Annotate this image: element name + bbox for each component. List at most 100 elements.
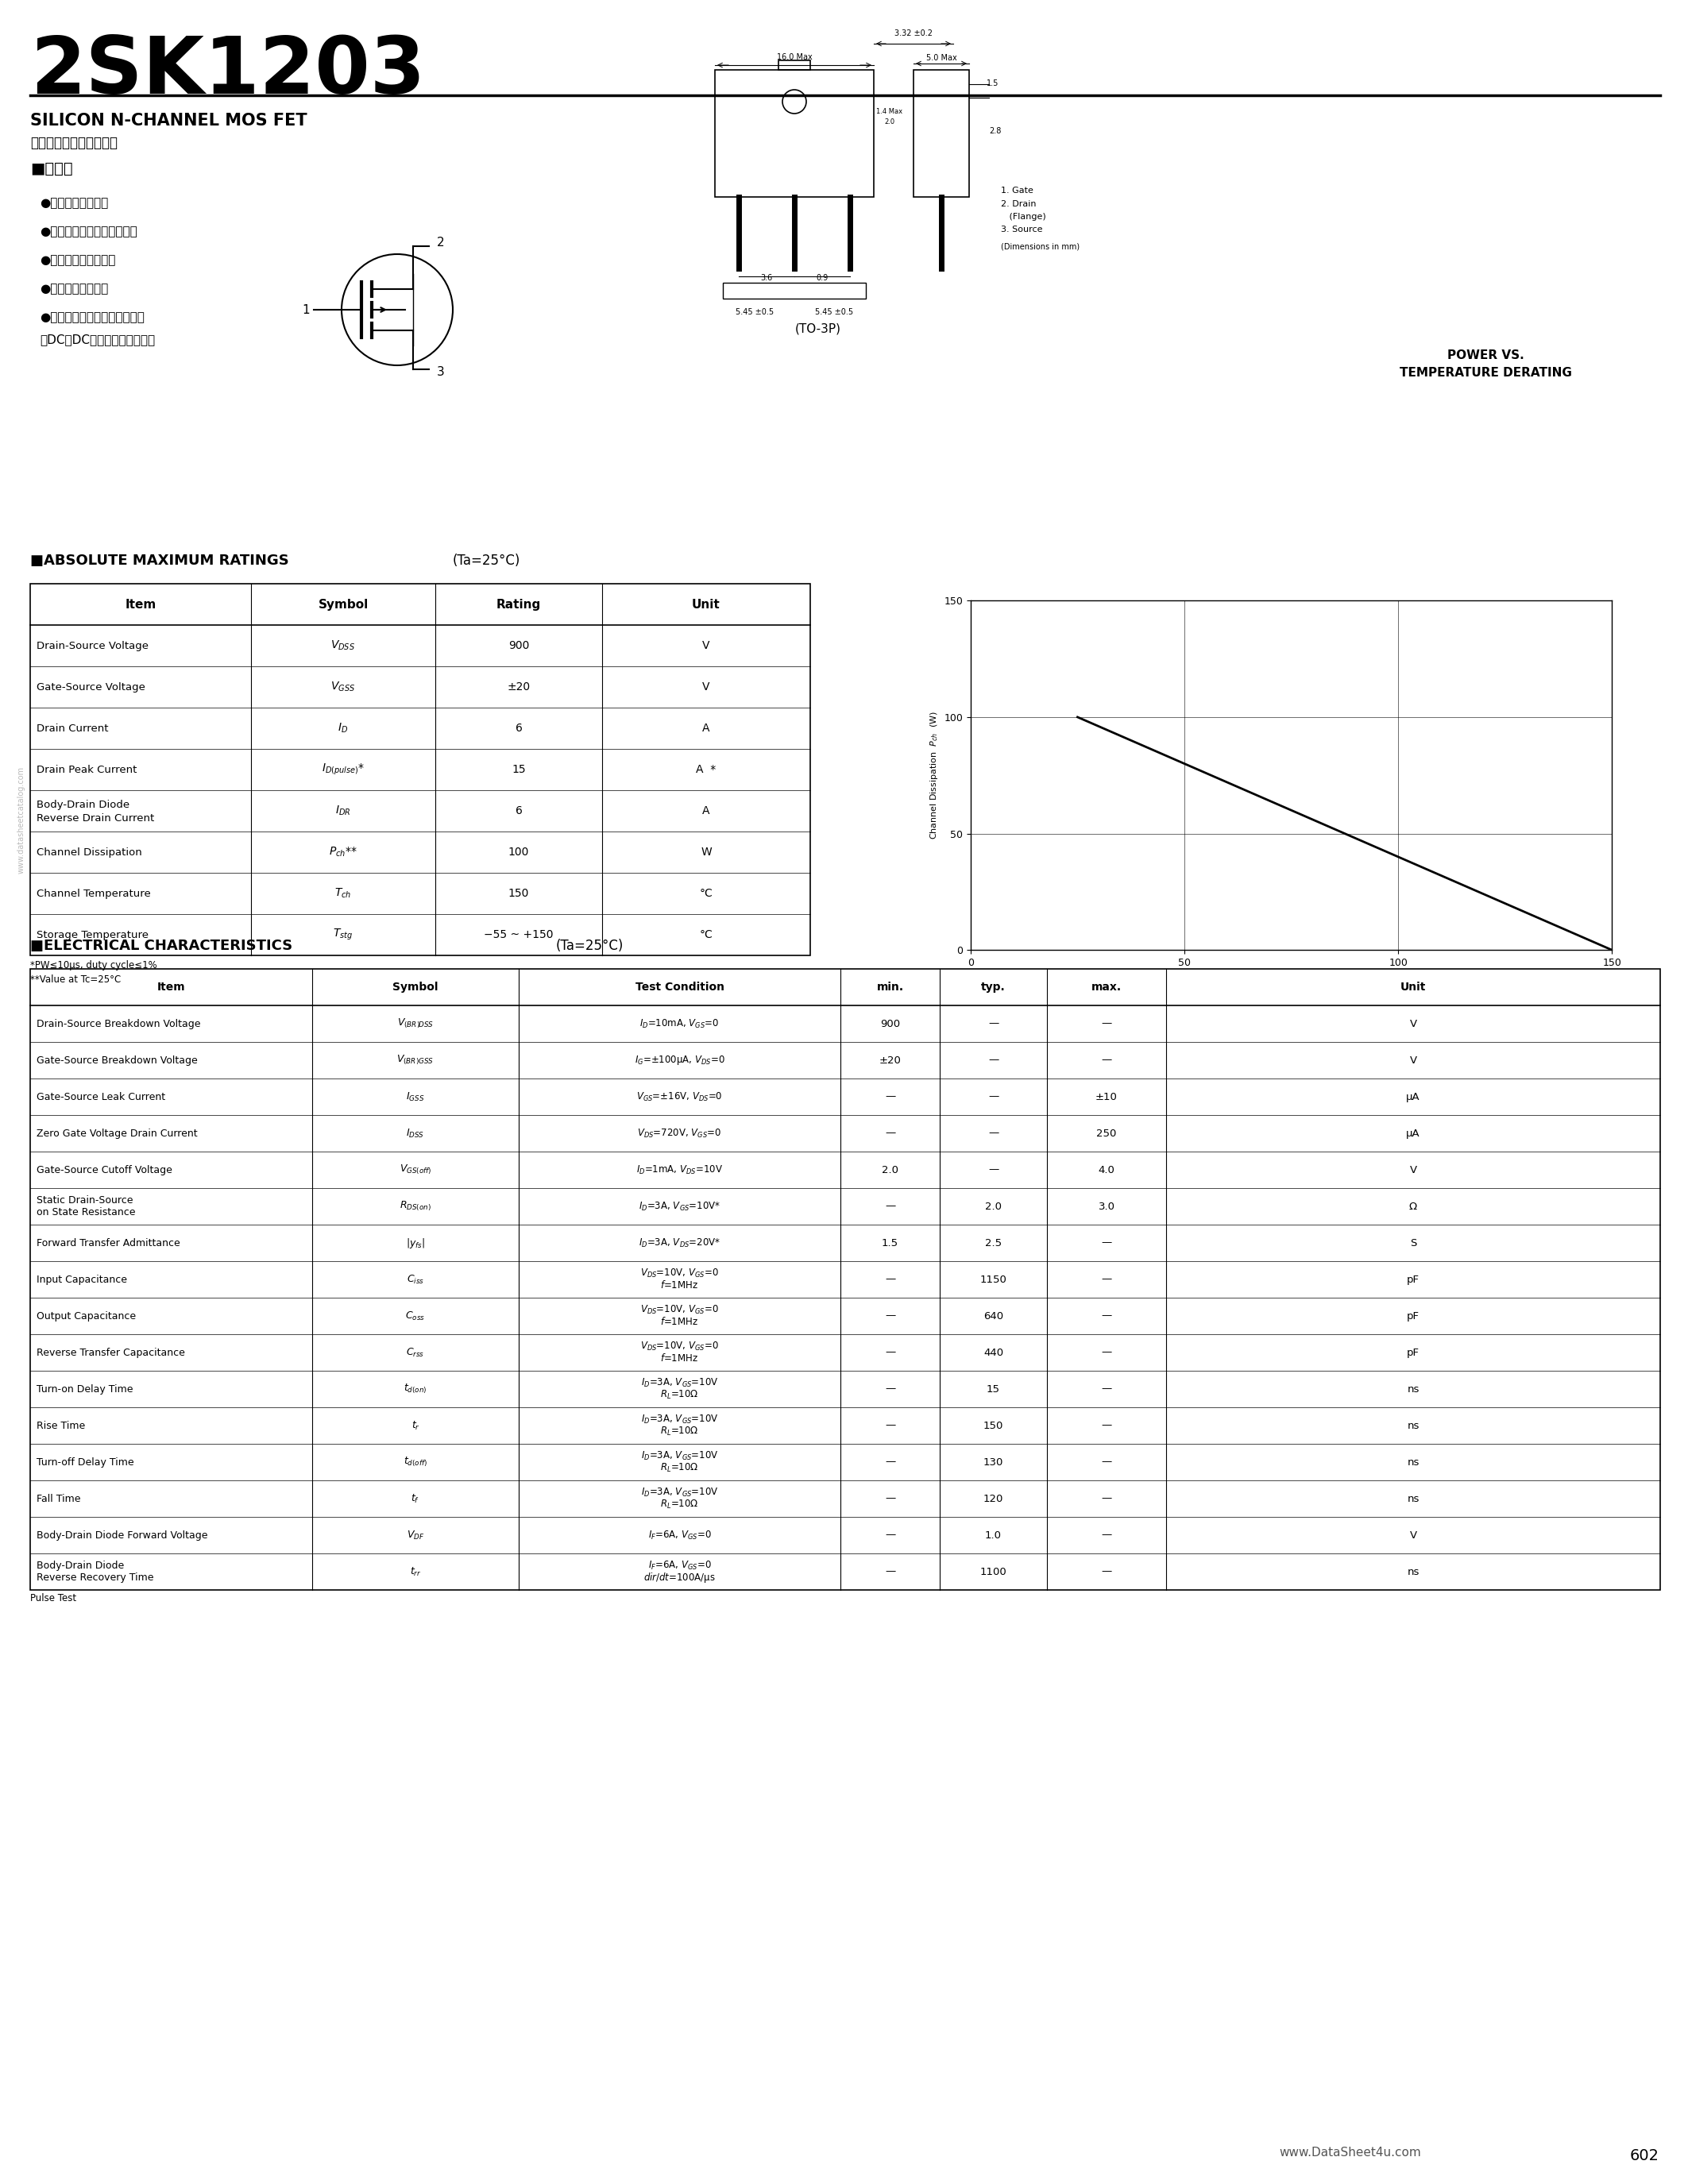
Text: ±20: ±20	[506, 681, 530, 692]
Text: $I_D$=10mA, $V_{GS}$=0: $I_D$=10mA, $V_{GS}$=0	[640, 1018, 719, 1029]
Text: 2SK1203: 2SK1203	[30, 33, 425, 109]
Text: A: A	[702, 806, 711, 817]
Bar	[913, 70, 969, 197]
Text: Reverse Drain Current: Reverse Drain Current	[37, 812, 154, 823]
Text: $I_G$=±100μA, $V_{DS}$=0: $I_G$=±100μA, $V_{DS}$=0	[635, 1055, 724, 1066]
Text: 2.0: 2.0	[885, 118, 895, 124]
Text: $V_{DSS}$: $V_{DSS}$	[331, 640, 356, 653]
Text: —: —	[987, 1055, 999, 1066]
Text: Pulse Test: Pulse Test	[30, 1592, 76, 1603]
Text: ns: ns	[1408, 1420, 1420, 1431]
Text: 250: 250	[1097, 1129, 1117, 1138]
Text: $T_{stg}$: $T_{stg}$	[333, 928, 353, 941]
Text: ns: ns	[1408, 1566, 1420, 1577]
Text: —: —	[885, 1531, 895, 1540]
Bar	[716, 70, 874, 197]
Text: μA: μA	[1406, 1092, 1420, 1103]
Text: Body-Drain Diode: Body-Drain Diode	[37, 799, 130, 810]
Text: ●スイッチング速度が速い。: ●スイッチング速度が速い。	[41, 225, 137, 238]
Text: 1.0: 1.0	[986, 1531, 1001, 1540]
Text: $I_D$=3A, $V_{GS}$=10V*: $I_D$=3A, $V_{GS}$=10V*	[638, 1201, 721, 1212]
Text: $t_r$: $t_r$	[412, 1420, 420, 1431]
Text: 2.0: 2.0	[986, 1201, 1001, 1212]
Text: 1: 1	[302, 304, 309, 317]
Text: Forward Transfer Admittance: Forward Transfer Admittance	[37, 1238, 181, 1247]
Text: 1.5: 1.5	[881, 1238, 898, 1247]
Text: 2.0: 2.0	[881, 1164, 898, 1175]
Text: 900: 900	[879, 1018, 900, 1029]
Text: —: —	[1101, 1457, 1112, 1468]
Text: Body-Drain Diode Forward Voltage: Body-Drain Diode Forward Voltage	[37, 1531, 208, 1540]
Text: Drain Peak Current: Drain Peak Current	[37, 764, 137, 775]
Text: —: —	[1101, 1310, 1112, 1321]
Text: 2: 2	[437, 236, 444, 249]
Text: —: —	[987, 1018, 999, 1029]
Text: max.: max.	[1092, 981, 1121, 994]
Text: 1100: 1100	[981, 1566, 1006, 1577]
Text: —: —	[885, 1420, 895, 1431]
Text: Gate-Source Voltage: Gate-Source Voltage	[37, 681, 145, 692]
Text: $V_{GSS}$: $V_{GSS}$	[331, 681, 356, 695]
Text: Gate-Source Leak Current: Gate-Source Leak Current	[37, 1092, 165, 1103]
Text: Zero Gate Voltage Drain Current: Zero Gate Voltage Drain Current	[37, 1129, 197, 1138]
Text: V: V	[702, 681, 711, 692]
Text: (TO-3P): (TO-3P)	[795, 323, 841, 334]
Text: pF: pF	[1406, 1273, 1420, 1284]
Text: Symbol: Symbol	[317, 598, 368, 609]
Text: —: —	[1101, 1420, 1112, 1431]
Text: 3.6: 3.6	[761, 273, 773, 282]
Text: —: —	[885, 1129, 895, 1138]
Text: Output Capacitance: Output Capacitance	[37, 1310, 137, 1321]
Text: Static Drain-Source: Static Drain-Source	[37, 1195, 133, 1206]
Text: $t_{d(on)}$: $t_{d(on)}$	[403, 1382, 427, 1396]
Text: (Ta=25°C): (Ta=25°C)	[452, 553, 520, 568]
Text: $I_{DR}$: $I_{DR}$	[336, 804, 351, 817]
Text: V: V	[1409, 1531, 1416, 1540]
Text: $I_{GSS}$: $I_{GSS}$	[407, 1090, 425, 1103]
Text: $V_{GS}$=±16V, $V_{DS}$=0: $V_{GS}$=±16V, $V_{DS}$=0	[636, 1090, 722, 1103]
Text: TEMPERATURE DERATING: TEMPERATURE DERATING	[1399, 367, 1572, 378]
Text: —: —	[1101, 1238, 1112, 1247]
Text: $t_{d(off)}$: $t_{d(off)}$	[403, 1455, 427, 1468]
Text: 100: 100	[508, 847, 530, 858]
Text: 6: 6	[515, 806, 522, 817]
Text: 1.5: 1.5	[987, 79, 999, 87]
Text: V: V	[702, 640, 711, 651]
Text: —: —	[987, 1092, 999, 1103]
Text: $I_D$=3A, $V_{DS}$=20V*: $I_D$=3A, $V_{DS}$=20V*	[638, 1236, 721, 1249]
Text: 3: 3	[437, 365, 444, 378]
Text: 4.0: 4.0	[1099, 1164, 1114, 1175]
Text: —: —	[1101, 1055, 1112, 1066]
Text: (Dimensions in mm): (Dimensions in mm)	[1001, 242, 1080, 251]
Text: 1.4 Max: 1.4 Max	[876, 107, 903, 116]
Text: Turn-off Delay Time: Turn-off Delay Time	[37, 1457, 133, 1468]
Text: Unit: Unit	[692, 598, 721, 609]
Text: on State Resistance: on State Resistance	[37, 1208, 135, 1216]
Text: $R_L$=10Ω: $R_L$=10Ω	[660, 1426, 699, 1437]
Text: pF: pF	[1406, 1348, 1420, 1358]
Text: 2.5: 2.5	[986, 1238, 1001, 1247]
Text: $C_{oss}$: $C_{oss}$	[405, 1310, 425, 1321]
Text: —: —	[885, 1273, 895, 1284]
Text: Item: Item	[157, 981, 186, 994]
Text: $t_{rr}$: $t_{rr}$	[410, 1566, 422, 1577]
Text: $C_{rss}$: $C_{rss}$	[407, 1348, 425, 1358]
Text: A: A	[702, 723, 711, 734]
Text: V: V	[1409, 1055, 1416, 1066]
Text: POWER VS.: POWER VS.	[1447, 349, 1524, 360]
Text: Channel Dissipation: Channel Dissipation	[37, 847, 142, 858]
Text: www.DataSheet4u.com: www.DataSheet4u.com	[1280, 2147, 1421, 2158]
Text: $I_D$=3A, $V_{GS}$=10V: $I_D$=3A, $V_{GS}$=10V	[641, 1450, 719, 1461]
Text: —: —	[885, 1457, 895, 1468]
Text: *PW≤10μs, duty cycle≤1%: *PW≤10μs, duty cycle≤1%	[30, 961, 157, 970]
Text: 5.0 Max: 5.0 Max	[927, 55, 957, 61]
Text: $I_D$=3A, $V_{GS}$=10V: $I_D$=3A, $V_{GS}$=10V	[641, 1413, 719, 1426]
Text: —: —	[885, 1494, 895, 1505]
Text: ±10: ±10	[1096, 1092, 1117, 1103]
Text: 3.0: 3.0	[1099, 1201, 1114, 1212]
Text: Unit: Unit	[1401, 981, 1426, 994]
Text: ■特　長: ■特 長	[30, 162, 73, 177]
Text: $V_{DS}$=10V, $V_{GS}$=0: $V_{DS}$=10V, $V_{GS}$=0	[640, 1267, 719, 1280]
Text: $I_D$=3A, $V_{GS}$=10V: $I_D$=3A, $V_{GS}$=10V	[641, 1376, 719, 1389]
Text: Fall Time: Fall Time	[37, 1494, 81, 1505]
